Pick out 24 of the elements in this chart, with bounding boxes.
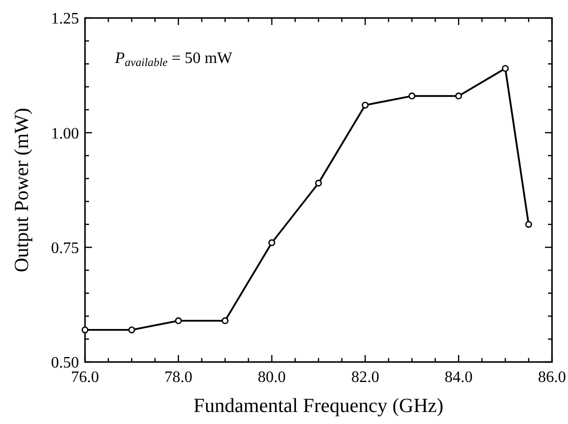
point [222,317,229,324]
point [128,326,136,334]
x-axis-title: Fundamental Frequency (GHz) [194,395,444,417]
x-tick-label: 86.0 [538,369,566,386]
y-tick-label: 1.00 [51,125,79,142]
point [502,65,509,72]
x-tick-label: 78.0 [164,369,192,386]
point [408,92,416,100]
point [315,180,322,187]
y-tick-label: 1.25 [51,10,79,28]
y-tick-label: 0.50 [51,354,79,372]
x-tick-label: 82.0 [351,369,380,386]
point [174,317,182,324]
annotation: P$_{available}$ = 50 mW [114,50,234,69]
y-tick-label: 0.75 [51,240,79,257]
point [82,326,88,334]
x-tick-label: 84.0 [444,369,473,386]
y-axis-title: Output Power (mW) [11,108,33,272]
point [362,102,369,109]
point [268,239,276,246]
point [525,220,532,228]
x-tick-label: 76.0 [71,369,99,386]
point [455,92,462,100]
x-tick-label: 80.0 [258,369,286,386]
